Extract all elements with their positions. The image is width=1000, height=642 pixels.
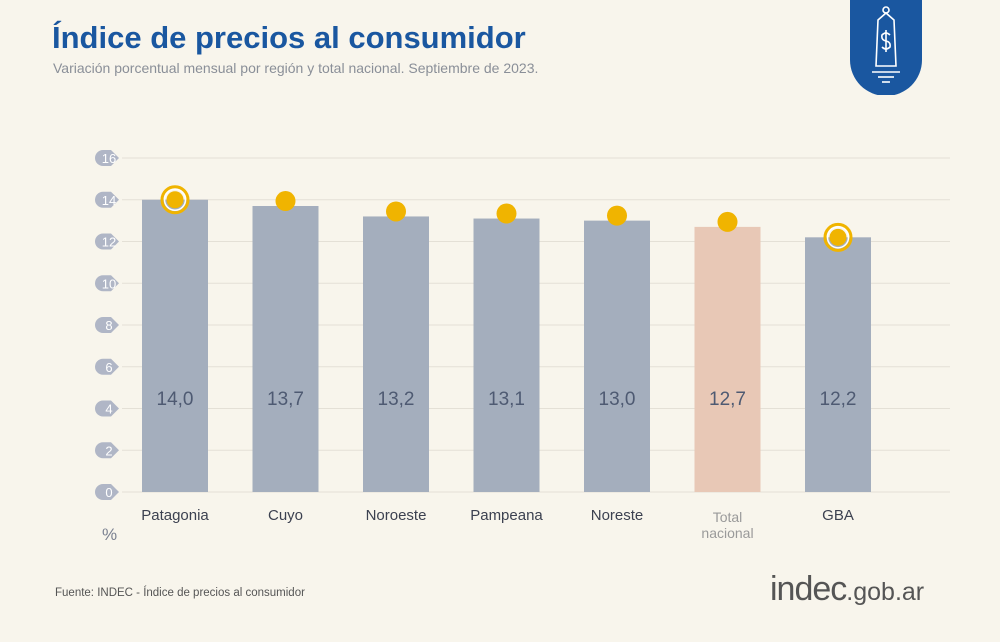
bar-value-label: 13,0 [599, 389, 636, 410]
y-tick-bubble [95, 358, 119, 375]
bar[interactable] [142, 199, 208, 492]
x-tick-label: Patagonia [141, 507, 209, 524]
source-note: Fuente: INDEC - Índice de precios al con… [55, 587, 305, 599]
x-tick-label: Noroeste [366, 507, 427, 524]
value-marker[interactable] [386, 201, 406, 222]
marker-ring [823, 222, 853, 252]
y-tick-bubble [95, 150, 119, 166]
logo-domain: .gob.ar [846, 578, 925, 606]
y-tick-bubble [95, 275, 119, 292]
page-title: Índice de precios al consumidor [52, 20, 526, 55]
price-tag-dollar-icon [850, 0, 922, 95]
bar[interactable] [363, 216, 429, 492]
bar[interactable] [805, 237, 871, 492]
y-tick-label: 4 [105, 402, 112, 417]
x-tick-label: nacional [701, 525, 753, 541]
y-tick-bubble [95, 233, 119, 250]
y-tick-bubble [95, 317, 119, 333]
y-tick-bubble [95, 484, 119, 500]
y-tick-label: 12 [102, 235, 116, 250]
x-tick-label: Noreste [591, 507, 644, 524]
y-tick-bubble [95, 400, 119, 417]
bar-value-label: 12,7 [709, 389, 746, 410]
bar[interactable] [252, 206, 319, 492]
value-marker[interactable] [717, 211, 738, 232]
y-tick-label: 10 [102, 276, 116, 291]
y-tick-label: 14 [102, 193, 116, 208]
y-tick-label: 2 [105, 443, 112, 458]
bar-value-label: 13,7 [267, 389, 304, 410]
value-marker[interactable] [607, 205, 627, 226]
x-tick-label: Total [713, 509, 743, 525]
y-tick-label: 6 [105, 360, 112, 375]
value-marker[interactable] [275, 191, 296, 212]
x-tick-label: Cuyo [268, 507, 303, 524]
bar[interactable] [694, 226, 761, 492]
bar-value-label: 13,2 [378, 389, 415, 410]
marker-ring-inner [826, 226, 850, 249]
bar-value-label: 12,2 [820, 389, 857, 410]
y-tick-bubble [95, 442, 119, 459]
bar-value-label: 14,0 [157, 389, 194, 410]
y-axis-label: % [102, 525, 118, 544]
marker-ring-inner [163, 188, 187, 211]
x-tick-label: Pampeana [470, 507, 543, 524]
page-subtitle: Variación porcentual mensual por región … [53, 60, 539, 76]
y-tick-label: 8 [105, 318, 112, 333]
y-tick-label: 0 [105, 485, 112, 500]
indec-logo[interactable]: indec.gob.ar [770, 570, 924, 609]
value-marker[interactable] [829, 228, 847, 246]
y-tick-label: 16 [102, 151, 116, 166]
bar[interactable] [473, 218, 540, 492]
bar-value-label: 13,1 [488, 389, 525, 410]
value-marker[interactable] [166, 191, 184, 209]
x-tick-label: GBA [822, 507, 854, 524]
bar[interactable] [584, 220, 650, 492]
value-marker[interactable] [496, 203, 517, 224]
y-tick-bubble [95, 191, 119, 208]
logo-main: indec [770, 570, 847, 608]
marker-ring [160, 185, 190, 215]
